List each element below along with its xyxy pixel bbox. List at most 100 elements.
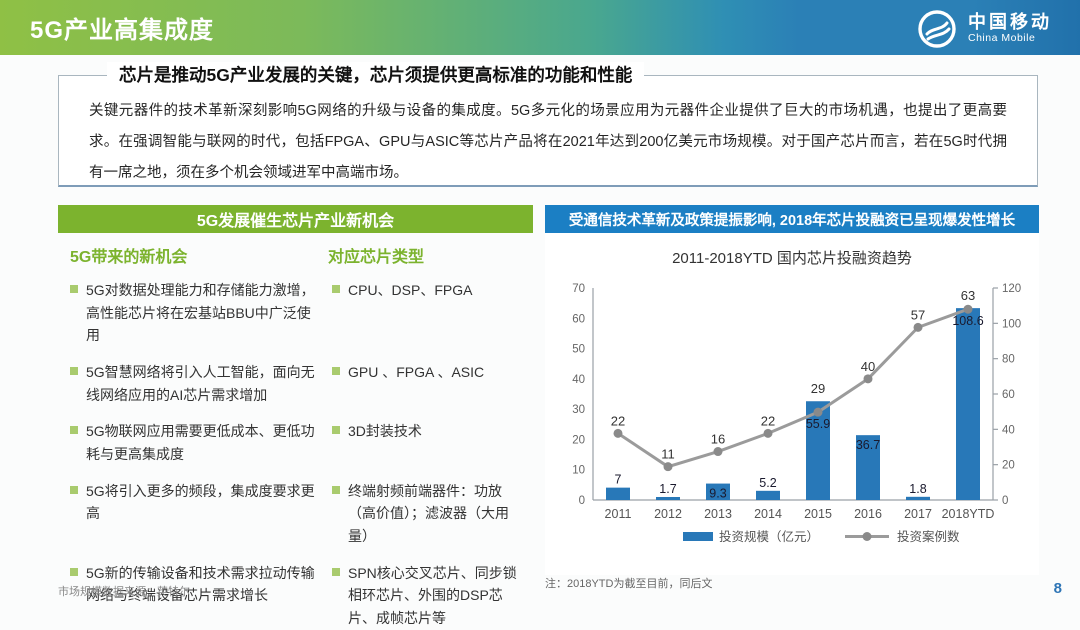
investment-chart: 0 10 20 30 40 50 60 70 0 20 40 60 80 100 120 2011 2012 20… (572, 283, 1021, 544)
list-item: 5G对数据处理能力和存储能力激增，高性能芯片将在宏基站BBU中广泛使用 (70, 279, 318, 347)
list-item: 5G智慧网络将引入人工智能，面向无线网络应用的AI芯片需求增加 (70, 361, 318, 406)
x-axis-category-label: 2012 (654, 507, 682, 521)
bullet-square-icon (70, 426, 78, 435)
page-title: 5G产业高集成度 (30, 17, 215, 44)
chart-title: 2011-2018YTD 国内芯片投融资趋势 (672, 250, 912, 267)
header-bar: 5G产业高集成度 中国移动 China Mobile (0, 0, 1080, 55)
bar-value-label: 5.2 (759, 476, 776, 490)
trend-line (617, 307, 969, 469)
chip-type-text: 3D封装技术 (348, 423, 422, 440)
list-item: 5G物联网应用需要更低成本、更低功耗与更高集成度 (70, 420, 318, 465)
bar (906, 496, 930, 500)
bar-value-label: 55.9 (806, 417, 830, 431)
left-axis-tick-label: 10 (572, 465, 585, 477)
bullet-square-icon (70, 485, 78, 494)
bar (856, 435, 880, 500)
line-value-label: 11 (661, 447, 675, 462)
intro-title: 芯片是推动5G产业发展的关键，芯片须提供更高标准的功能和性能 (107, 62, 645, 87)
list-item: 5G新的传输设备和技术需求拉动传输网络与终端设备芯片需求增长 (70, 562, 318, 630)
bar-value-label: 108.6 (952, 314, 983, 328)
list-item: GPU 、FPGA 、ASIC (332, 361, 529, 406)
chip-type-text: 终端射频前端器件：功放（高价值）；滤波器（大用量） (348, 482, 509, 545)
line-value-label: 29 (811, 381, 825, 396)
bar (656, 496, 680, 500)
right-axis-tick-label: 100 (1002, 318, 1021, 330)
bullet-square-icon (332, 485, 340, 494)
intro-body: 关键元器件的技术革新深刻影响5G网络的升级与设备的集成度。5G多元化的场景应用为… (89, 103, 1007, 182)
opportunities-rows: 5G对数据处理能力和存储能力激增，高性能芯片将在宏基站BBU中广泛使用 CPU、D… (58, 273, 533, 630)
x-axis-category-label: 2018YTD (942, 507, 995, 521)
left-axis-tick-label: 40 (572, 374, 585, 386)
opportunity-text: 5G物联网应用需要更低成本、更低功耗与更高集成度 (86, 423, 315, 463)
x-axis-category-label: 2013 (704, 507, 732, 521)
bullet-square-icon (332, 367, 340, 376)
line-value-label: 63 (961, 288, 975, 303)
china-mobile-logo: 中国移动 China Mobile (916, 8, 1052, 50)
line-value-label: 40 (861, 359, 875, 374)
left-axis-tick-label: 0 (579, 495, 585, 507)
list-item: CPU、DSP、FPGA (332, 279, 529, 347)
x-axis-category-label: 2015 (804, 507, 832, 521)
list-item: 终端射频前端器件：功放（高价值）；滤波器（大用量） (332, 480, 529, 548)
line-value-label: 16 (711, 432, 725, 447)
bullet-square-icon (70, 567, 78, 576)
page-number: 8 (1053, 580, 1062, 597)
left-axis-tick-label: 70 (572, 283, 585, 295)
chip-type-text: GPU 、FPGA 、ASIC (348, 364, 485, 381)
x-axis-category-label: 2014 (754, 507, 782, 521)
bullet-square-icon (332, 285, 340, 293)
legend-bar-label: 投资规模（亿元） (719, 529, 819, 544)
bar (706, 483, 730, 500)
opportunity-text: 5G新的传输设备和技术需求拉动传输网络与终端设备芯片需求增长 (86, 564, 315, 604)
column-header-opportunities: 5G带来的新机会 (70, 249, 188, 266)
line-marker (763, 428, 773, 438)
line-value-label: 57 (911, 307, 925, 322)
legend-line-marker (862, 532, 872, 541)
source-note: 市场规模数据来源：英特尔 (58, 586, 190, 598)
list-item: SPN核心交叉芯片、同步锁相环芯片、外围的DSP芯片、成帧芯片等 (332, 562, 529, 630)
chart-footnote: 注：2018YTD为截至目前，同后文 (545, 578, 713, 590)
line-marker (713, 447, 723, 457)
bar-value-label: 9.3 (709, 487, 726, 501)
opportunities-column-headers: 5G带来的新机会 对应芯片类型 (58, 233, 533, 273)
logo-text-cn: 中国移动 (968, 12, 1052, 33)
investment-panel: 受通信技术革新及政策提振影响, 2018年芯片投融资已呈现爆发性增长 2011-… (545, 205, 1039, 590)
list-item: 5G将引入更多的频段，集成度要求更高 (70, 480, 318, 548)
intro-box: 芯片是推动5G产业发展的关键，芯片须提供更高标准的功能和性能 关键元器件的技术革… (58, 62, 1038, 187)
legend-line-label: 投资案例数 (897, 529, 960, 544)
logo-text: 中国移动 China Mobile (968, 13, 1052, 44)
left-axis-tick-label: 20 (572, 434, 585, 446)
list-item: 3D封装技术 (332, 420, 529, 465)
left-axis-tick-label: 50 (572, 344, 585, 356)
right-axis-tick-label: 80 (1002, 354, 1015, 366)
bar-value-label: 7 (615, 473, 622, 487)
legend-bar-swatch (683, 532, 713, 541)
bar (806, 401, 830, 500)
right-axis-tick-label: 20 (1002, 460, 1015, 472)
right-axis-tick-label: 60 (1002, 389, 1015, 401)
investment-panel-header: 受通信技术革新及政策提振影响, 2018年芯片投融资已呈现爆发性增长 (545, 205, 1039, 233)
bullet-square-icon (70, 285, 78, 293)
left-axis-tick-label: 30 (572, 404, 585, 416)
line-marker (613, 428, 623, 438)
opportunities-panel-header: 5G发展催生芯片产业新机会 (58, 205, 533, 233)
bullet-square-icon (70, 367, 78, 376)
opportunity-text: 5G对数据处理能力和存储能力激增，高性能芯片将在宏基站BBU中广泛使用 (86, 282, 315, 344)
bar-value-label: 1.8 (909, 482, 926, 496)
bar-value-label: 1.7 (659, 482, 676, 496)
x-axis-category-label: 2016 (854, 507, 882, 521)
china-mobile-logo-icon (918, 10, 956, 48)
right-axis-tick-label: 120 (1002, 283, 1021, 295)
line-marker (913, 322, 923, 332)
bar (956, 308, 980, 500)
x-axis-category-label: 2017 (904, 507, 932, 521)
line-marker (663, 462, 673, 472)
line-marker (813, 407, 823, 417)
opportunities-panel: 5G发展催生芯片产业新机会 5G带来的新机会 对应芯片类型 5G对数据处理能力和… (58, 205, 533, 626)
bullet-square-icon (332, 567, 340, 576)
right-axis-tick-label: 40 (1002, 424, 1015, 436)
opportunity-text: 5G智慧网络将引入人工智能，面向无线网络应用的AI芯片需求增加 (86, 364, 315, 403)
line-value-label: 22 (761, 413, 775, 428)
line-marker (963, 304, 973, 314)
line-value-label: 22 (611, 413, 625, 428)
